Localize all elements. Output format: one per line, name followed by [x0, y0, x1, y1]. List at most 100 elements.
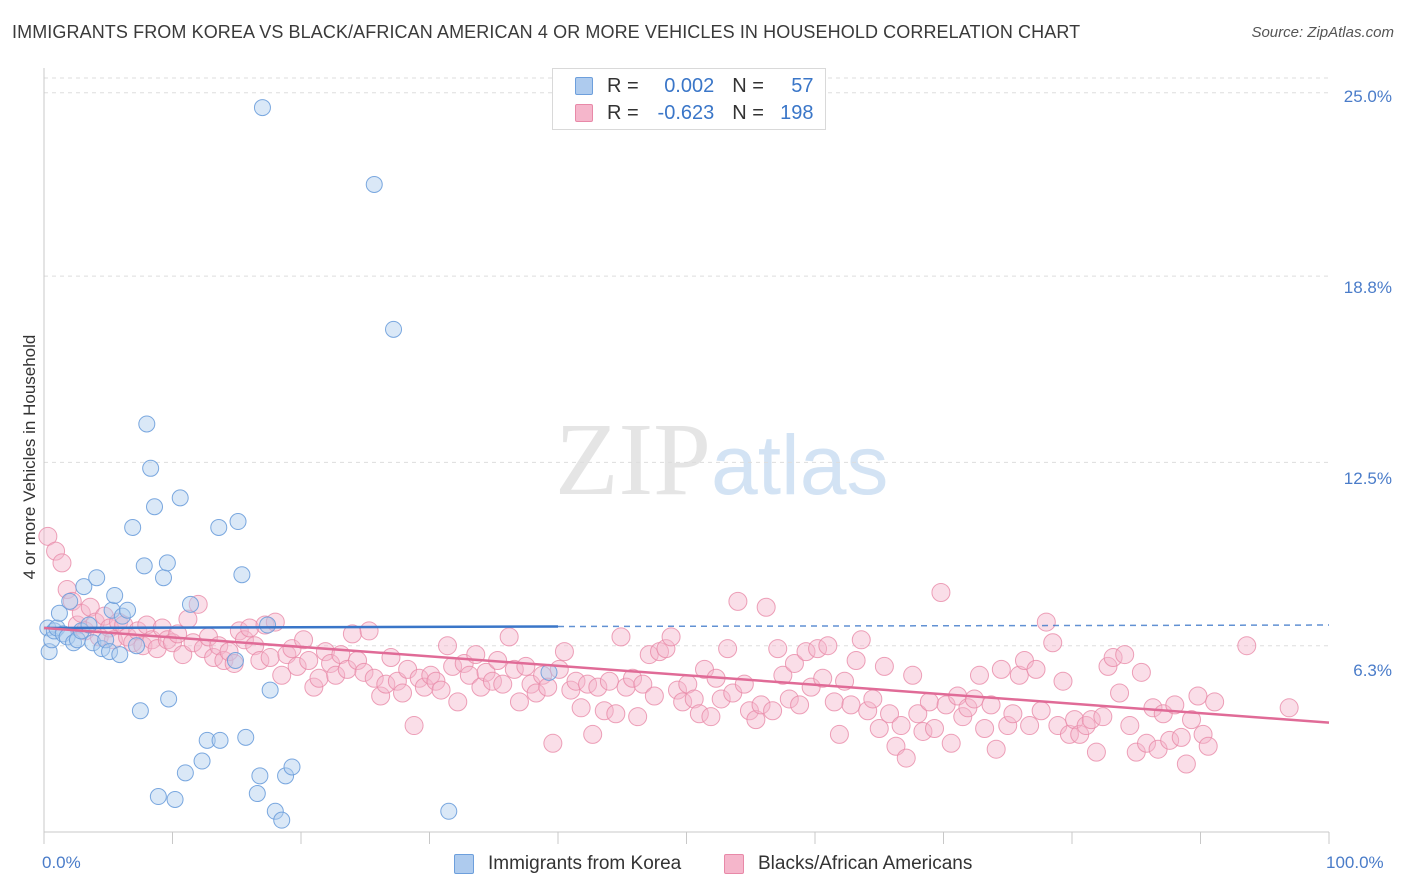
black-point — [1076, 716, 1096, 736]
black-point — [1026, 659, 1046, 679]
black-point — [869, 719, 889, 739]
black-point — [925, 719, 945, 739]
black-point — [779, 689, 799, 709]
black-point — [756, 597, 776, 617]
black-point — [969, 665, 989, 685]
black-point — [46, 541, 66, 561]
korea-point — [128, 637, 146, 655]
black-point — [846, 651, 866, 671]
black-point — [858, 701, 878, 721]
black-point — [342, 624, 362, 644]
black-point — [768, 639, 788, 659]
black-point — [599, 671, 619, 691]
black-point — [711, 689, 731, 709]
korea-point — [211, 731, 229, 749]
black-point — [509, 692, 529, 712]
black-point — [1137, 733, 1157, 753]
black-point — [304, 677, 324, 697]
black-point — [1009, 665, 1029, 685]
korea-r-label: R = — [607, 74, 639, 97]
black-point — [414, 677, 434, 697]
black-point — [538, 677, 558, 697]
korea-point — [155, 569, 173, 587]
korea-point — [273, 811, 291, 829]
black-point — [718, 639, 738, 659]
legend-row-korea: R = 0.002 N = 57 — [575, 73, 814, 99]
korea-point — [193, 752, 211, 770]
black-point — [426, 671, 446, 691]
black-point — [1098, 656, 1118, 676]
black-point — [851, 630, 871, 650]
black-n-value: 198 — [780, 101, 814, 124]
black-point — [931, 582, 951, 602]
black-n-label: N = — [732, 101, 764, 124]
black-point — [1160, 730, 1180, 750]
black-point — [157, 630, 177, 650]
black-point — [1237, 636, 1257, 656]
chart-title: IMMIGRANTS FROM KOREA VS BLACK/AFRICAN A… — [12, 22, 1081, 42]
korea-point — [266, 802, 284, 820]
y-tick-label: 6.3% — [1353, 661, 1392, 680]
korea-point — [160, 690, 178, 708]
korea-point — [75, 578, 93, 596]
black-point — [913, 721, 933, 741]
black-point — [393, 683, 413, 703]
korea-point — [233, 566, 251, 584]
black-point — [975, 719, 995, 739]
black-point — [623, 668, 643, 688]
black-point — [813, 668, 833, 688]
black-point — [746, 710, 766, 730]
black-point — [594, 701, 614, 721]
bottom-black-label: Blacks/African Americans — [758, 853, 973, 874]
korea-point — [385, 320, 403, 338]
korea-point — [181, 595, 199, 613]
korea-point — [277, 767, 295, 785]
black-point — [751, 695, 771, 715]
black-point — [1081, 710, 1101, 730]
black-point — [1043, 633, 1063, 653]
black-point — [431, 680, 451, 700]
black-point — [661, 627, 681, 647]
korea-point — [149, 788, 167, 806]
black-point — [689, 704, 709, 724]
korea-point — [50, 604, 68, 622]
korea-point — [158, 554, 176, 572]
korea-point — [138, 415, 156, 433]
korea-point — [135, 557, 153, 575]
black-point — [1131, 662, 1151, 682]
korea-point — [253, 99, 271, 117]
black-point — [986, 739, 1006, 759]
y-axis-label: 4 or more Vehicles in Household — [20, 334, 39, 580]
black-point — [326, 665, 346, 685]
black-point — [1031, 701, 1051, 721]
black-point — [409, 668, 429, 688]
black-point — [863, 689, 883, 709]
black-point — [516, 656, 536, 676]
black-point — [471, 677, 491, 697]
black-point — [1003, 704, 1023, 724]
black-point — [606, 704, 626, 724]
black-point — [448, 692, 468, 712]
black-r-value: -0.623 — [657, 101, 715, 124]
korea-n-value: 57 — [791, 74, 814, 97]
black-point — [561, 680, 581, 700]
black-point — [1115, 645, 1135, 665]
black-point — [841, 695, 861, 715]
korea-point — [440, 802, 458, 820]
korea-point — [176, 764, 194, 782]
black-point — [260, 648, 280, 668]
korea-point — [88, 569, 106, 587]
black-point — [903, 665, 923, 685]
black-point — [964, 689, 984, 709]
black-point — [499, 627, 519, 647]
y-tick-label: 12.5% — [1343, 469, 1392, 488]
black-point — [919, 692, 939, 712]
black-point — [1053, 671, 1073, 691]
black-point — [763, 701, 783, 721]
black-point — [1193, 724, 1213, 744]
korea-point — [365, 175, 383, 193]
black-point — [880, 704, 900, 724]
y-tick-label: 25.0% — [1343, 87, 1392, 106]
black-point — [245, 636, 265, 656]
